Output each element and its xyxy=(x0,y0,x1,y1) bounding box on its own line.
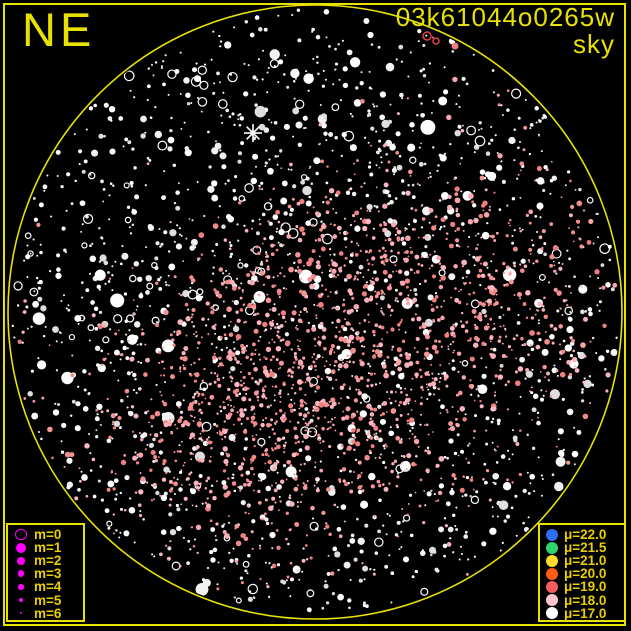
legend-m-row: m=1 xyxy=(8,540,83,556)
legend-swatch-icon xyxy=(8,542,34,553)
legend-label: m=3 xyxy=(34,566,62,582)
legend-swatch-icon xyxy=(540,554,564,567)
legend-swatch-icon xyxy=(8,598,34,602)
legend-label: m=1 xyxy=(34,540,62,556)
legend-swatch-icon xyxy=(8,570,34,578)
title-block: 03k61044o0265w sky xyxy=(396,4,615,57)
legend-mu-row: μ=21.5 xyxy=(540,540,624,556)
legend-label: m=6 xyxy=(34,605,62,621)
legend-swatch-icon xyxy=(540,607,564,620)
legend-label: μ=18.0 xyxy=(564,592,607,608)
legend-m-row: m=5 xyxy=(8,592,83,608)
legend-label: μ=17.0 xyxy=(564,605,607,621)
surface-brightness-legend: μ=22.0 μ=21.5 μ=21.0 μ=20.0 μ=19.0 μ=18.0 μ=17… xyxy=(538,523,626,622)
legend-label: μ=21.5 xyxy=(564,540,607,556)
legend-mu-row: μ=17.0 xyxy=(540,605,624,621)
legend-label: m=2 xyxy=(34,553,62,569)
legend-label: m=0 xyxy=(34,527,62,543)
page-title: 03k61044o0265w xyxy=(395,2,615,32)
legend-swatch-icon xyxy=(540,541,564,554)
legend-mu-row: μ=22.0 xyxy=(540,527,624,543)
legend-swatch-icon xyxy=(540,594,564,607)
legend-m-row: m=0 xyxy=(8,527,83,543)
legend-m-row: m=3 xyxy=(8,566,83,582)
legend-m-row: m=6 xyxy=(8,605,83,621)
legend-mu-row: μ=21.0 xyxy=(540,553,624,569)
legend-swatch-icon xyxy=(8,584,34,590)
orientation-label: NE xyxy=(22,3,96,56)
legend-mu-row: μ=19.0 xyxy=(540,579,624,595)
legend-swatch-icon xyxy=(540,528,564,541)
legend-m-row: m=2 xyxy=(8,553,83,569)
legend-mu-row: μ=20.0 xyxy=(540,566,624,582)
legend-swatch-icon xyxy=(8,528,34,541)
legend-label: μ=19.0 xyxy=(564,579,607,595)
legend-label: μ=22.0 xyxy=(564,527,607,543)
legend-swatch-icon xyxy=(8,556,34,565)
legend-mu-row: μ=18.0 xyxy=(540,592,624,608)
legend-label: m=5 xyxy=(34,592,62,608)
legend-label: μ=21.0 xyxy=(564,553,607,569)
legend-swatch-icon xyxy=(540,567,564,580)
magnitude-class-legend: m=0 m=1 m=2 m=3 m=4 m=5 m=6 xyxy=(6,523,85,622)
legend-m-row: m=4 xyxy=(8,579,83,595)
legend-swatch-icon xyxy=(8,612,34,615)
page-subtitle: sky xyxy=(573,29,615,59)
legend-label: μ=20.0 xyxy=(564,566,607,582)
legend-swatch-icon xyxy=(540,580,564,593)
legend-label: m=4 xyxy=(34,579,62,595)
